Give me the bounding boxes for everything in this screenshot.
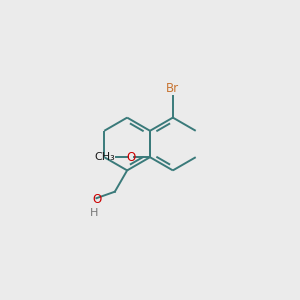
Text: Br: Br	[166, 82, 179, 95]
Text: H: H	[90, 208, 98, 218]
Text: O: O	[93, 193, 102, 206]
Text: CH₃: CH₃	[94, 152, 115, 162]
Text: O: O	[127, 151, 136, 164]
